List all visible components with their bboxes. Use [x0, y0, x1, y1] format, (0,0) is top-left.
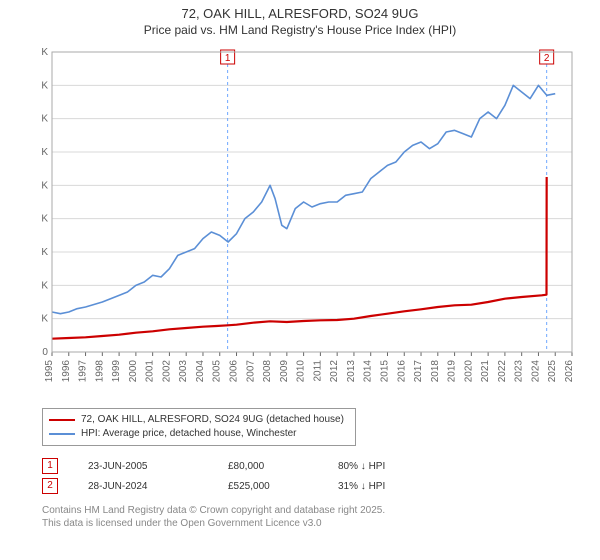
marker-row: 2 28-JUN-2024 £525,000 31% ↓ HPI	[42, 476, 458, 496]
title-line-2: Price paid vs. HM Land Registry's House …	[0, 23, 600, 37]
legend: 72, OAK HILL, ALRESFORD, SO24 9UG (detac…	[42, 408, 356, 446]
marker-date: 28-JUN-2024	[88, 481, 198, 492]
svg-text:£300K: £300K	[42, 247, 48, 258]
title-line-1: 72, OAK HILL, ALRESFORD, SO24 9UG	[0, 6, 600, 21]
chart-titles: 72, OAK HILL, ALRESFORD, SO24 9UG Price …	[0, 0, 600, 37]
svg-text:2015: 2015	[379, 360, 390, 383]
svg-text:2022: 2022	[497, 360, 508, 383]
svg-text:2003: 2003	[178, 360, 189, 383]
svg-text:£500K: £500K	[42, 180, 48, 191]
svg-text:£100K: £100K	[42, 314, 48, 325]
svg-text:2018: 2018	[430, 360, 441, 383]
marker-date: 23-JUN-2005	[88, 461, 198, 472]
svg-text:2007: 2007	[245, 360, 256, 383]
svg-text:2011: 2011	[312, 360, 323, 382]
svg-text:1: 1	[225, 53, 231, 64]
marker-table: 1 23-JUN-2005 £80,000 80% ↓ HPI 2 28-JUN-2024…	[42, 456, 458, 496]
marker-row: 1 23-JUN-2005 £80,000 80% ↓ HPI	[42, 456, 458, 476]
svg-text:2026: 2026	[564, 360, 575, 383]
svg-text:£0: £0	[42, 347, 48, 358]
svg-text:2012: 2012	[329, 360, 340, 383]
marker-badge: 2	[42, 478, 58, 494]
svg-text:2001: 2001	[145, 360, 156, 383]
marker-badge: 1	[42, 458, 58, 474]
svg-text:1997: 1997	[78, 360, 89, 383]
svg-text:2010: 2010	[296, 360, 307, 383]
legend-label: 72, OAK HILL, ALRESFORD, SO24 9UG (detac…	[81, 413, 344, 427]
svg-text:1995: 1995	[44, 360, 55, 383]
legend-row: HPI: Average price, detached house, Winc…	[49, 427, 349, 441]
legend-swatch	[49, 419, 75, 421]
svg-text:£800K: £800K	[42, 80, 48, 91]
svg-text:1996: 1996	[61, 360, 72, 383]
svg-text:2008: 2008	[262, 360, 273, 383]
legend-row: 72, OAK HILL, ALRESFORD, SO24 9UG (detac…	[49, 413, 349, 427]
svg-text:2025: 2025	[547, 360, 558, 383]
svg-text:1998: 1998	[94, 360, 105, 383]
credits: Contains HM Land Registry data © Crown c…	[42, 504, 385, 530]
marker-price: £80,000	[228, 461, 308, 472]
svg-text:2009: 2009	[279, 360, 290, 383]
svg-text:2020: 2020	[463, 360, 474, 383]
marker-price: £525,000	[228, 481, 308, 492]
svg-text:2014: 2014	[363, 360, 374, 383]
credit-line-1: Contains HM Land Registry data © Crown c…	[42, 504, 385, 517]
marker-pct: 31% ↓ HPI	[338, 481, 458, 492]
marker-pct: 80% ↓ HPI	[338, 461, 458, 472]
svg-text:£900K: £900K	[42, 47, 48, 58]
svg-text:2016: 2016	[396, 360, 407, 383]
svg-text:2004: 2004	[195, 360, 206, 383]
svg-text:2021: 2021	[480, 360, 491, 383]
svg-text:£400K: £400K	[42, 214, 48, 225]
price-chart: £0 £100K £200K £300K £400K £500K £600K £700K £80…	[42, 46, 582, 392]
svg-text:£200K: £200K	[42, 280, 48, 291]
svg-text:2002: 2002	[161, 360, 172, 383]
credit-line-2: This data is licensed under the Open Gov…	[42, 517, 385, 530]
svg-text:2017: 2017	[413, 360, 424, 383]
svg-text:2023: 2023	[514, 360, 525, 383]
svg-text:2013: 2013	[346, 360, 357, 383]
svg-text:2: 2	[544, 53, 550, 64]
svg-text:2000: 2000	[128, 360, 139, 383]
svg-text:2019: 2019	[447, 360, 458, 383]
svg-text:£700K: £700K	[42, 114, 48, 125]
svg-text:2005: 2005	[212, 360, 223, 383]
svg-text:£600K: £600K	[42, 147, 48, 158]
legend-swatch	[49, 433, 75, 435]
svg-text:1999: 1999	[111, 360, 122, 383]
legend-label: HPI: Average price, detached house, Winc…	[81, 427, 297, 441]
svg-text:2006: 2006	[229, 360, 240, 383]
svg-text:2024: 2024	[530, 360, 541, 383]
